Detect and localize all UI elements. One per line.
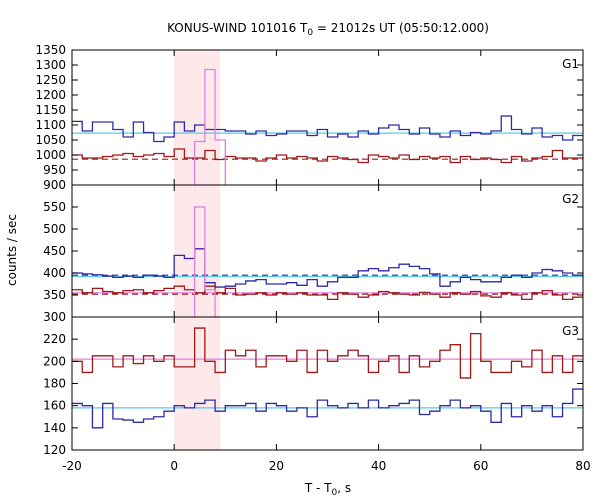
y-tick-label: 900	[43, 178, 66, 192]
y-axis-label: counts / sec	[5, 214, 19, 286]
panel-label: G3	[562, 324, 579, 338]
y-tick-label: 1350	[35, 43, 66, 57]
x-axis-label: T - T0, s	[304, 481, 351, 498]
series-step-line	[72, 327, 583, 379]
series-step-line	[193, 68, 226, 185]
y-tick-label: 1300	[35, 58, 66, 72]
series-step-line	[72, 388, 583, 429]
y-tick-label: 300	[43, 310, 66, 324]
series-step-line	[72, 148, 583, 164]
x-tick-label: 20	[269, 459, 284, 473]
series-step-line	[72, 285, 583, 301]
y-tick-label: 160	[43, 399, 66, 413]
x-tick-label: -20	[62, 459, 82, 473]
y-tick-label: 220	[43, 332, 66, 346]
y-tick-label: 950	[43, 163, 66, 177]
y-tick-label: 1000	[35, 148, 66, 162]
plot-area: 90095010001050110011501200125013001350G1…	[35, 43, 590, 473]
x-tick-label: 0	[170, 459, 178, 473]
panel-g2: 300 350 400 450 500 550 G2	[43, 184, 584, 324]
panel-label: G1	[562, 57, 579, 71]
y-tick-label: 350	[43, 288, 66, 302]
y-tick-label: 550	[43, 200, 66, 214]
y-tick-label: 1250	[35, 73, 66, 87]
y-tick-label: 1100	[35, 118, 66, 132]
panel-g3: 120 140 160 180 200 220 G3	[43, 316, 584, 457]
y-tick-label: 400	[43, 266, 66, 280]
y-tick-label: 120	[43, 443, 66, 457]
y-tick-label: 200	[43, 354, 66, 368]
panel-label: G2	[562, 192, 579, 206]
y-tick-label: 1050	[35, 133, 66, 147]
series-step-line	[72, 248, 583, 288]
y-tick-label: 1150	[35, 103, 66, 117]
x-tick-label: 60	[473, 459, 488, 473]
y-tick-label: 500	[43, 222, 66, 236]
chart-title: KONUS-WIND 101016 T0 = 21012s UT (05:50:…	[167, 21, 489, 38]
panel-frame	[71, 316, 584, 451]
y-tick-label: 140	[43, 421, 66, 435]
y-tick-label: 180	[43, 377, 66, 391]
series-step-line	[193, 206, 216, 317]
x-tick-label: 80	[575, 459, 590, 473]
y-tick-label: 1200	[35, 88, 66, 102]
panel-frame	[71, 49, 584, 186]
y-tick-label: 450	[43, 244, 66, 258]
highlight-interval-band	[174, 50, 221, 450]
series-step-line	[72, 115, 583, 143]
x-tick-label: 40	[371, 459, 386, 473]
